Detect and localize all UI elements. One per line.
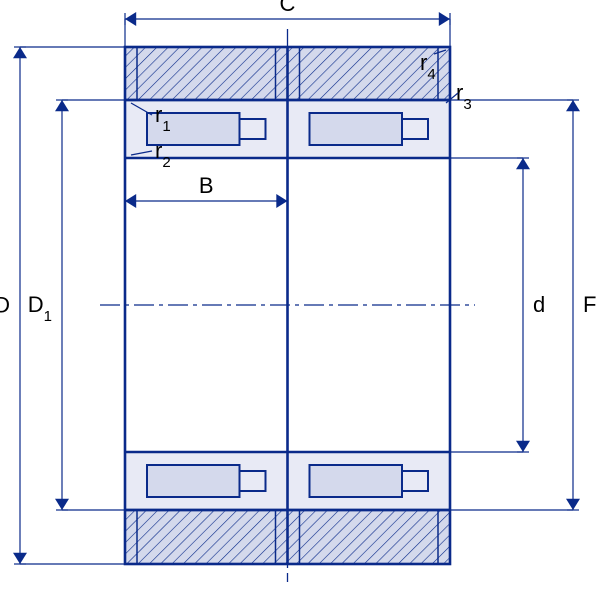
dim-C: C — [280, 0, 296, 16]
dim-B: B — [199, 173, 214, 198]
bearing-cross-section-diagram: CBDD1dFr1r2r3r4 — [0, 0, 600, 600]
dim-d: d — [533, 292, 545, 317]
dim-D: D — [0, 293, 10, 318]
dim-F: F — [583, 292, 596, 317]
